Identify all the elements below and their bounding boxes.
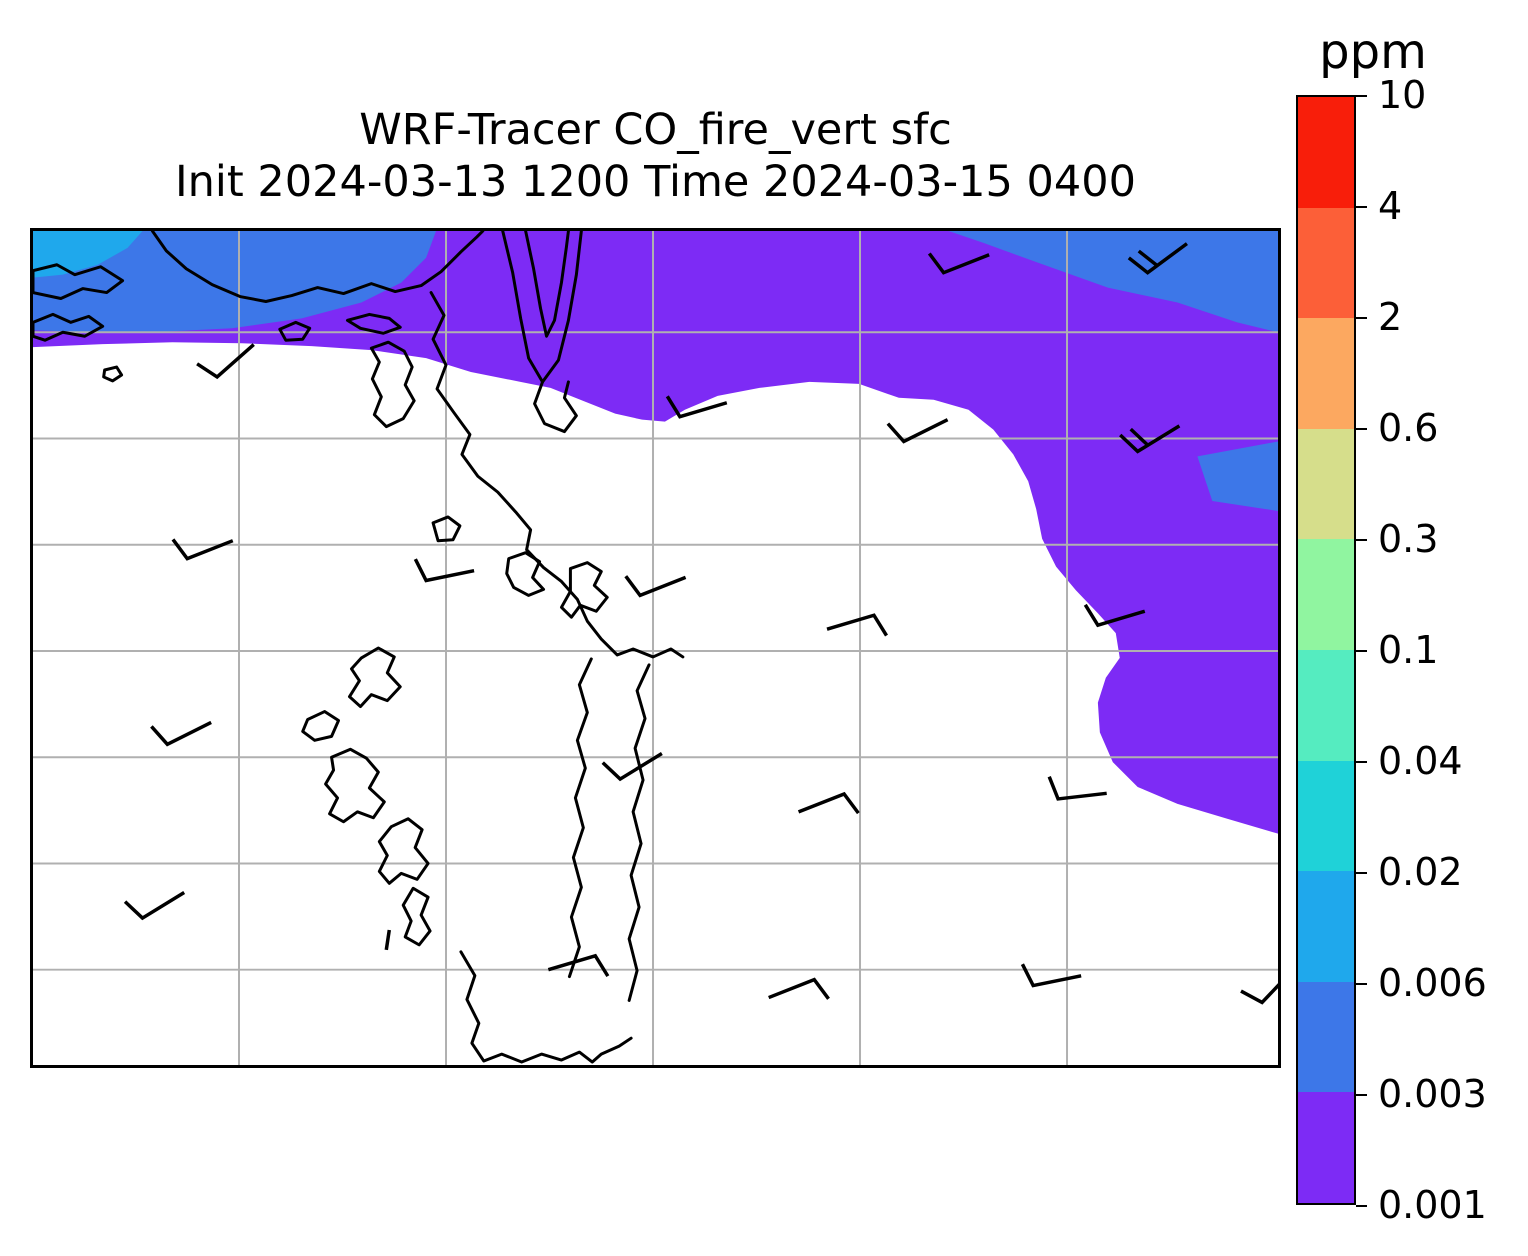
colorbar-segment (1298, 649, 1354, 761)
colorbar-tick (1356, 428, 1367, 430)
map-svg (33, 231, 1278, 1065)
colorbar-segment (1298, 428, 1354, 540)
wind-barb-icon (171, 538, 234, 561)
wind-barb-icon (768, 977, 830, 1000)
coastline-path (627, 663, 651, 1002)
wind-barb-icon (1083, 603, 1146, 628)
colorbar-tick-label: 0.04 (1378, 739, 1463, 783)
colorbar-tick-label: 0.02 (1378, 850, 1463, 894)
coastline-path (431, 515, 462, 543)
coastline-path (505, 551, 546, 597)
wind-barb-icon (601, 752, 663, 782)
wind-barb-icon (1240, 965, 1278, 1005)
wind-barb-icon (1020, 963, 1082, 988)
colorbar-units-label: ppm (1319, 24, 1427, 80)
colorbar-tick (1356, 1205, 1367, 1207)
colorbar-tick-label: 10 (1378, 73, 1427, 117)
colorbar-segment (1298, 318, 1354, 429)
coastline-path (567, 657, 593, 979)
coastline-path (33, 312, 105, 342)
figure-title: WRF-Tracer CO_fire_vert sfc Init 2024-03… (30, 104, 1281, 209)
colorbar (1296, 95, 1356, 1205)
colorbar-segment (1298, 1092, 1354, 1203)
coastline-path (369, 340, 416, 429)
title-line-1: WRF-Tracer CO_fire_vert sfc (359, 105, 952, 155)
colorbar-gradient (1298, 97, 1354, 1203)
map-panel (30, 228, 1281, 1068)
coastline-path (377, 817, 430, 885)
wind-barb-icon (797, 791, 860, 815)
colorbar-tick (1356, 95, 1367, 97)
colorbar-tick-label: 2 (1378, 295, 1403, 339)
colorbar-tick (1356, 761, 1367, 763)
colorbar-tick (1356, 317, 1367, 319)
colorbar-tick (1356, 539, 1367, 541)
colorbar-tick (1356, 206, 1367, 208)
wind-barb-icon (123, 891, 186, 921)
coastline-path (533, 380, 578, 434)
wind-barb-icon (665, 395, 728, 419)
colorbar-segment (1298, 539, 1354, 650)
coastline-path (102, 365, 124, 383)
wind-barb-icon (150, 720, 212, 747)
wind-barb-icon (1127, 242, 1188, 275)
colorbar-tick-label: 4 (1378, 184, 1403, 228)
wind-barb-icon (624, 575, 687, 598)
coastline-path (401, 886, 432, 947)
coastline-path (429, 291, 685, 659)
contour-region-blue-east-wedge (1197, 441, 1278, 511)
colorbar-tick-label: 0.6 (1378, 406, 1439, 450)
coastline-path (150, 231, 485, 303)
wind-barb-icon (1047, 776, 1107, 801)
colorbar-tick-label: 0.1 (1378, 628, 1439, 672)
wind-barb-icon (413, 558, 475, 583)
colorbar-tick-label: 0.006 (1378, 961, 1487, 1005)
colorbar-tick-label: 0.3 (1378, 517, 1439, 561)
coastline-path (459, 950, 633, 1064)
colorbar-segment (1298, 871, 1354, 982)
wind-barb-icon (826, 613, 889, 637)
contour-region-purple-north-and-east-band (33, 231, 1278, 834)
colorbar-segment (1298, 760, 1354, 872)
colorbar-segment (1298, 97, 1354, 208)
wind-barb-icon (1119, 424, 1181, 454)
colorbar-tick-label: 0.003 (1378, 1072, 1487, 1116)
wind-barb-icon (196, 343, 255, 380)
contour-region-blue-northwest (33, 231, 437, 333)
colorbar-tick (1356, 1094, 1367, 1096)
colorbar-tick (1356, 872, 1367, 874)
coastline-path (33, 263, 125, 301)
coastline-path (524, 231, 570, 338)
colorbar-segment (1298, 981, 1354, 1093)
contour-region-blue-northeast (948, 231, 1278, 333)
title-line-2: Init 2024-03-13 1200 Time 2024-03-15 040… (175, 157, 1136, 208)
colorbar-tick (1356, 650, 1367, 652)
coastline-path (278, 320, 312, 342)
coastline-path (301, 710, 341, 742)
wind-barb-icon (384, 929, 392, 951)
colorbar-ticks: 0.001 0.003 0.006 0.02 0.04 0.1 0.3 0.6 2 4 10 (1356, 73, 1528, 1227)
wind-barb-icon (886, 418, 949, 444)
coastline-path (559, 561, 609, 619)
wind-barb-icon (547, 953, 610, 978)
colorbar-tick (1356, 983, 1367, 985)
wind-barb-icon (927, 252, 990, 275)
coastline-path (345, 312, 402, 335)
coastline-path (347, 646, 402, 709)
coastline-path (324, 747, 386, 824)
colorbar-tick-label: 0.001 (1378, 1183, 1487, 1227)
colorbar-segment (1298, 207, 1354, 319)
